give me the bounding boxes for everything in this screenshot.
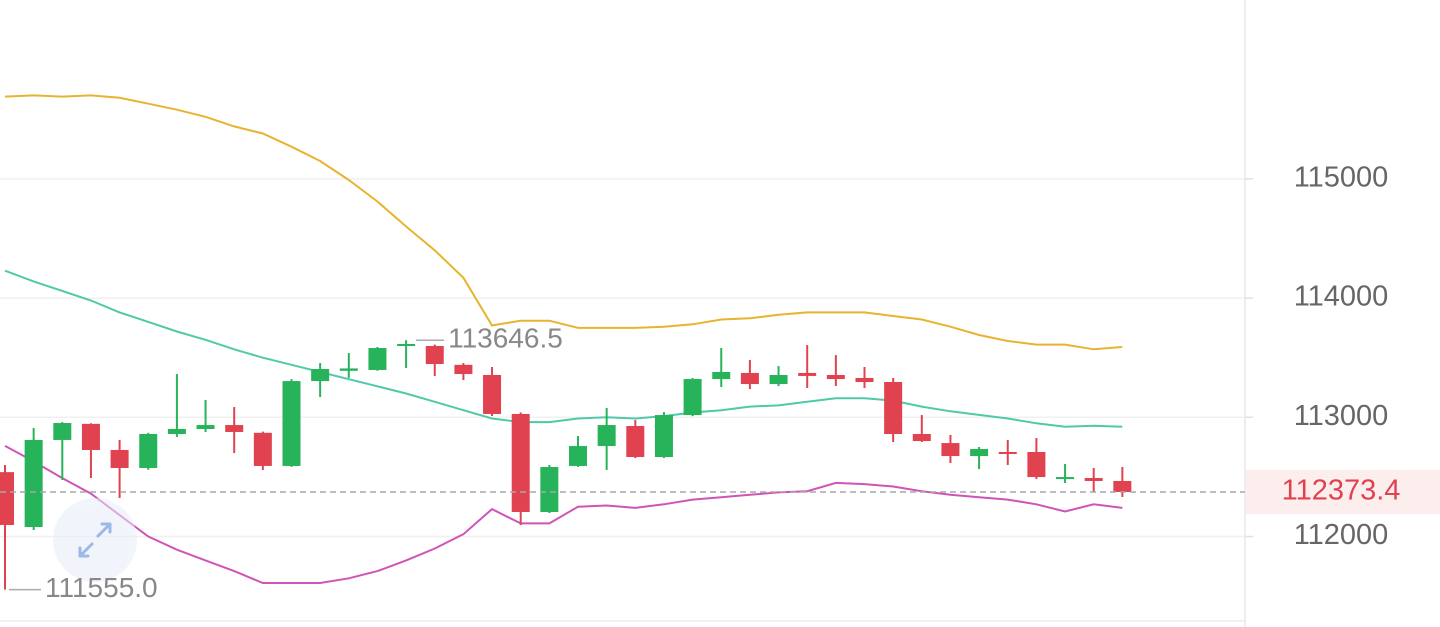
candle-body xyxy=(884,382,903,434)
candle-body xyxy=(282,381,301,466)
candle-body xyxy=(110,449,129,468)
zoom-icon[interactable] xyxy=(53,498,137,582)
candle-body xyxy=(998,452,1017,455)
candle-body xyxy=(1056,477,1075,480)
last-price-bg xyxy=(1246,470,1440,515)
max-label: 113646.5 xyxy=(448,323,563,354)
candle-body xyxy=(712,372,731,380)
candle-body xyxy=(511,413,530,512)
candle-body xyxy=(253,432,272,466)
candle-body xyxy=(826,374,845,380)
candle-body xyxy=(339,368,358,371)
zoom-icon-bg[interactable] xyxy=(53,498,137,582)
candle-body xyxy=(167,428,186,434)
candle-body xyxy=(1084,477,1103,481)
min-label: 111555.0 xyxy=(45,572,158,603)
candle-body xyxy=(425,346,444,365)
candle-body xyxy=(368,348,387,370)
y-tick-label: 114000 xyxy=(1294,281,1389,313)
candle-body xyxy=(454,364,473,375)
candle-body xyxy=(626,426,645,458)
candle-body xyxy=(569,446,587,466)
candle-body xyxy=(225,425,244,432)
plot xyxy=(0,94,1245,591)
candle-body xyxy=(855,377,874,383)
candle-body xyxy=(53,423,72,440)
candle-body xyxy=(24,439,43,527)
candle-body xyxy=(196,425,215,429)
candle-body xyxy=(654,415,673,458)
candle-body xyxy=(311,369,330,382)
candle-body xyxy=(597,425,616,447)
candle-body xyxy=(740,372,759,385)
band-line xyxy=(4,94,1123,351)
y-tick-label: 112000 xyxy=(1294,519,1389,551)
candle-body xyxy=(1113,480,1132,493)
candle-body xyxy=(970,449,989,457)
band-line xyxy=(4,269,1123,428)
candle-body xyxy=(769,374,788,385)
candle-body xyxy=(139,434,158,468)
candle-body xyxy=(941,443,960,457)
candle-body xyxy=(912,434,931,442)
candle-body xyxy=(483,374,502,414)
candle-body xyxy=(798,372,817,376)
candle-body xyxy=(540,467,559,512)
last-price-label: 112373.4 xyxy=(1282,475,1401,507)
y-tick-label: 113000 xyxy=(1294,400,1389,432)
candle-body xyxy=(397,343,416,347)
candle-body xyxy=(683,379,702,416)
candle-body xyxy=(81,423,100,450)
band-line xyxy=(4,445,1123,584)
candle-body xyxy=(1027,452,1046,478)
candle-body xyxy=(0,472,14,525)
zoom-arrows[interactable] xyxy=(78,522,112,558)
y-tick-label: 115000 xyxy=(1294,162,1389,194)
